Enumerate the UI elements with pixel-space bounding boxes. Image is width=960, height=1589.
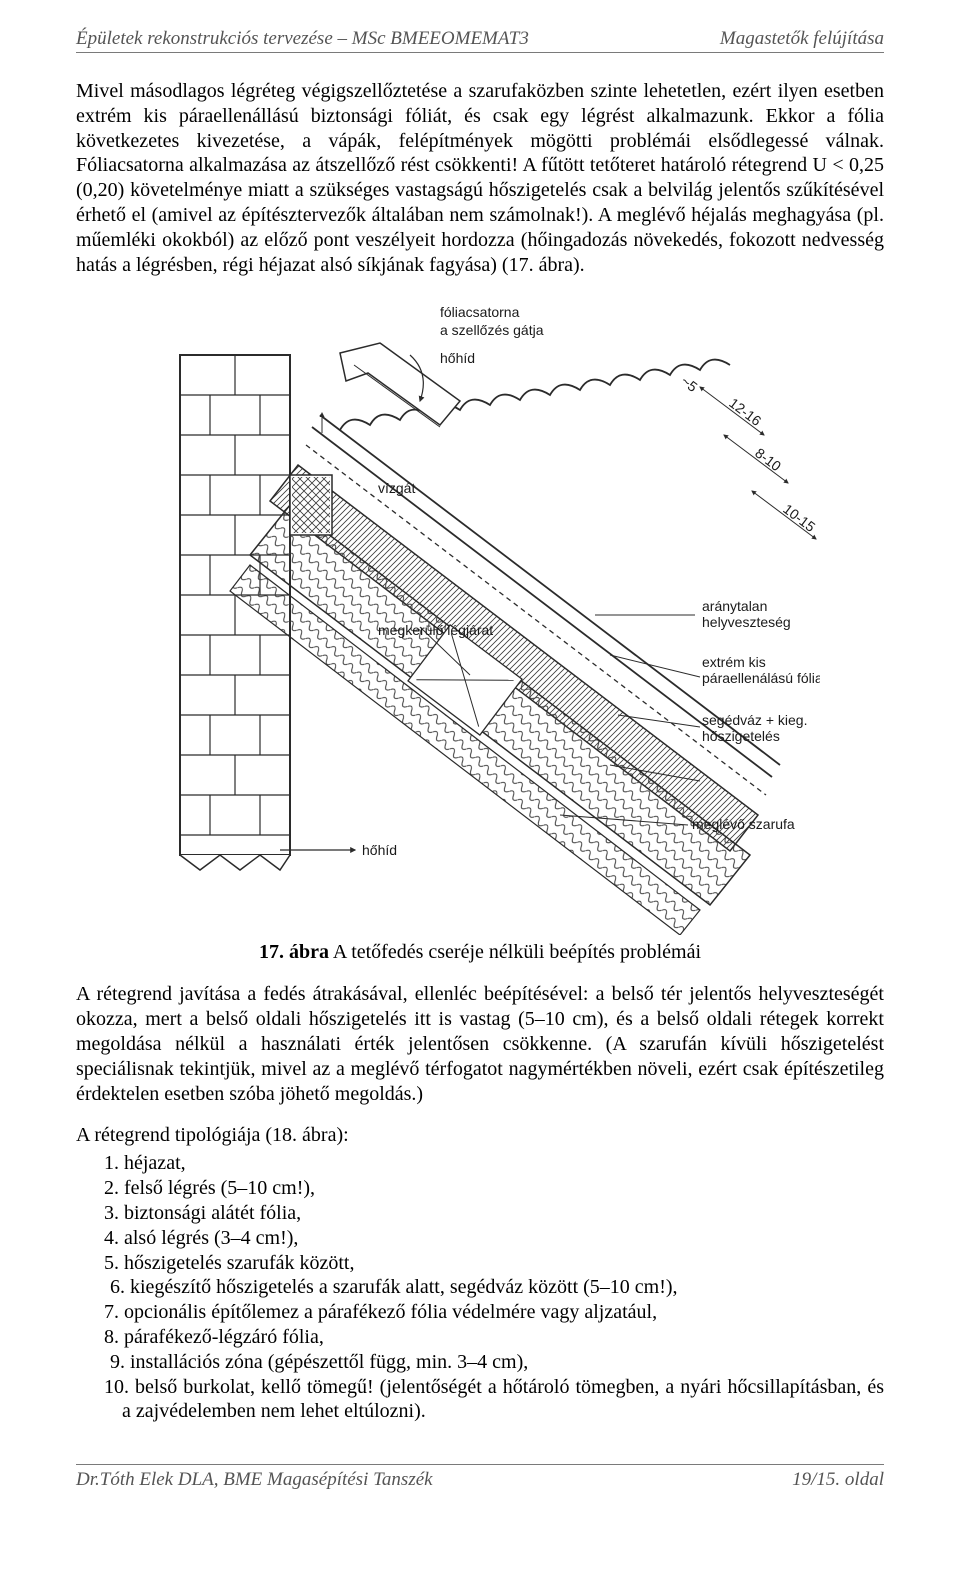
label-extrem-2: páraellenálású fólia bbox=[702, 670, 820, 686]
header-left: Épületek rekonstrukciós tervezése – MSc … bbox=[76, 28, 529, 50]
caption-rest: A tetőfedés cseréje nélküli beépítés pro… bbox=[329, 941, 701, 963]
label-szarufa: meglévő szarufa bbox=[692, 816, 795, 832]
list-item: 5. hőszigetelés szarufák között, bbox=[104, 1251, 884, 1276]
page-footer: Dr.Tóth Elek DLA, BME Magasépítési Tansz… bbox=[76, 1464, 884, 1491]
label-megkerulo: megkerülő légjárat bbox=[378, 622, 493, 638]
label-szellozes-gatja: a szellőzés gátja bbox=[440, 322, 544, 338]
list-item: 1. héjazat, bbox=[104, 1151, 884, 1176]
roof-assembly bbox=[230, 343, 816, 935]
page-header: Épületek rekonstrukciós tervezése – MSc … bbox=[76, 28, 884, 53]
dim-2: 12-16 bbox=[726, 395, 764, 429]
page: Épületek rekonstrukciós tervezése – MSc … bbox=[0, 0, 960, 1519]
figure-17: fóliacsatorna a szellőzés gátja hőhíd ví… bbox=[76, 295, 884, 935]
typology-heading: A rétegrend tipológiája (18. ábra): bbox=[76, 1124, 884, 1147]
label-extrem-1: extrém kis bbox=[702, 654, 766, 670]
header-right: Magastetők felújítása bbox=[720, 28, 884, 50]
list-item: 3. biztonsági alátét fólia, bbox=[104, 1201, 884, 1226]
dim-3: 8-10 bbox=[752, 445, 784, 475]
typology-list: 1. héjazat, 2. felső légrés (5–10 cm!), … bbox=[104, 1151, 884, 1424]
dim-1: ~5 bbox=[678, 373, 701, 396]
dim-4: 10-15 bbox=[780, 501, 818, 535]
figure-caption: 17. ábra A tetőfedés cseréje nélküli beé… bbox=[76, 941, 884, 964]
label-hohid-bottom: hőhíd bbox=[362, 842, 397, 858]
footer-left: Dr.Tóth Elek DLA, BME Magasépítési Tansz… bbox=[76, 1469, 433, 1491]
list-item: 4. alsó légrés (3–4 cm!), bbox=[104, 1226, 884, 1251]
label-vizgat: vízgát bbox=[378, 480, 415, 496]
label-hohid-top: hőhíd bbox=[440, 350, 475, 366]
label-segedvaz-2: hőszigetelés bbox=[702, 728, 780, 744]
list-item: 9. installációs zóna (gépészettől függ, … bbox=[110, 1350, 884, 1375]
list-item: 7. opcionális építőlemez a párafékező fó… bbox=[104, 1300, 884, 1325]
footer-right: 19/15. oldal bbox=[792, 1469, 884, 1491]
list-item: 2. felső légrés (5–10 cm!), bbox=[104, 1176, 884, 1201]
paragraph-1: Mivel másodlagos légréteg végigszellőzte… bbox=[76, 79, 884, 277]
label-aranytalan-1: aránytalan bbox=[702, 598, 767, 614]
list-item: 6. kiegészítő hőszigetelés a szarufák al… bbox=[110, 1275, 884, 1300]
label-segedvaz-1: segédváz + kieg. bbox=[702, 712, 807, 728]
list-item: 8. párafékező-légzáró fólia, bbox=[104, 1325, 884, 1350]
label-aranytalan-2: helyveszteség bbox=[702, 614, 791, 630]
roof-section-diagram: fóliacsatorna a szellőzés gátja hőhíd ví… bbox=[140, 295, 820, 935]
list-item: 10. belső burkolat, kellő tömegű! (jelen… bbox=[104, 1375, 884, 1425]
label-foliacsatorna: fóliacsatorna bbox=[440, 304, 520, 320]
paragraph-2: A rétegrend javítása a fedés átrakásával… bbox=[76, 982, 884, 1106]
caption-bold: 17. ábra bbox=[259, 941, 329, 963]
